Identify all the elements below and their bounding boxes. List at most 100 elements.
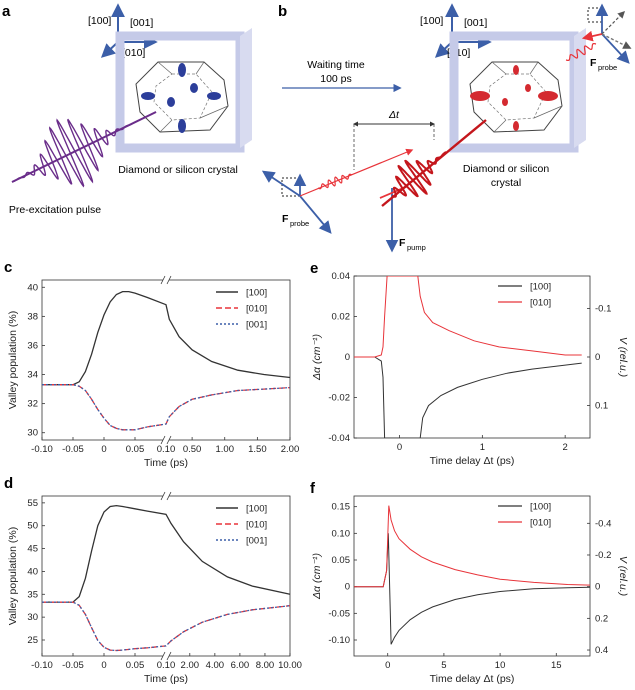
valley-icon: [190, 83, 198, 93]
valley-icon: [167, 97, 175, 107]
legend-entry: [010]: [530, 518, 551, 529]
dir-100-b: [100]: [420, 15, 443, 27]
valley-icon: [178, 63, 186, 77]
crystal-label-a: Diamond or silicon crystal: [118, 164, 238, 176]
series-line-0: [42, 504, 291, 603]
panel-c-label: c: [4, 259, 12, 276]
delay-label: Δt: [388, 109, 400, 121]
axis-break-mark: [160, 491, 166, 501]
x-tick-label: -0.10: [31, 444, 53, 455]
chart-panel-c: c -0.10 -0.05 0 0.05 0.10 0.50 1.00 1.50 2.00 30 32…: [4, 259, 299, 469]
y-tick-label: 30: [27, 612, 38, 623]
x-tick-label: 2.00: [281, 444, 300, 455]
brillouin-zone-a: [135, 61, 229, 133]
y-tick-label: 0: [345, 582, 350, 593]
y-tick-label: 0: [345, 352, 350, 363]
fpump-sub: pump: [407, 243, 426, 252]
y-tick-label: -0.10: [328, 635, 350, 646]
y-tick-label: 50: [27, 521, 38, 532]
y-tick-label: 45: [27, 544, 38, 555]
valley-icon: [207, 92, 221, 100]
chart-panel-d: d -0.10 -0.05 0 0.05 0.10 2.00 4.00 6.00 8.00 10.0…: [4, 475, 302, 685]
y-right-tick-label: -0.2: [595, 550, 611, 561]
series-line-2: [42, 384, 291, 431]
x-tick-label: 0: [397, 442, 402, 453]
fprobe-out-sub: probe: [598, 63, 617, 72]
panel-a: a [100] [001] [010] Diamond o: [2, 3, 252, 216]
y-tick-label: 0.04: [332, 271, 351, 282]
fpump-label: F: [399, 237, 406, 249]
x-tick-label: 2: [563, 442, 568, 453]
y-axis-label: Δα (cm⁻¹): [311, 553, 323, 600]
y-tick-label: 0.02: [332, 312, 351, 323]
valley-icon: [513, 121, 519, 131]
y-tick-label: 36: [27, 340, 38, 351]
x-tick-label: 0: [101, 444, 106, 455]
probe-out-vectors: F probe: [565, 3, 632, 72]
y-axis-label: Δα (cm⁻¹): [311, 334, 323, 381]
y-right-axis-label: V (rel.u.): [617, 556, 629, 596]
axis-break-gap: [163, 493, 169, 499]
x-tick-label: 0.05: [126, 444, 145, 455]
x-tick-label: 0.05: [126, 660, 145, 671]
axis-break-gap: [163, 277, 169, 283]
x-tick-label: 1.50: [248, 444, 267, 455]
y-tick-label: 0.10: [332, 528, 351, 539]
chart-panel-e: e 0 1 2 0.04 0.02 0 -0.02 -0.04 -0.1 0 0.1 Time dela…: [310, 260, 629, 467]
plot-frame: [353, 495, 591, 657]
plot-frame: [353, 275, 591, 439]
y-tick-label: -0.05: [328, 608, 350, 619]
legend-entry: [010]: [530, 298, 551, 309]
pulse-axis-icon: [11, 111, 157, 183]
brillouin-zone-b: [469, 61, 563, 133]
y-tick-label: 25: [27, 635, 38, 646]
series-line-0: [354, 356, 582, 438]
crystal-frame-a: [115, 28, 252, 153]
x-tick-label: -0.05: [62, 444, 84, 455]
panel-d-label: d: [4, 475, 13, 492]
series-line-0: [42, 290, 291, 386]
valley-icon: [141, 92, 155, 100]
delay-indicator: Δt: [353, 109, 435, 170]
x-axis-label: Time (ps): [144, 673, 188, 685]
fprobe-in-sub: probe: [290, 219, 309, 228]
y-right-tick-label: 0: [595, 582, 600, 593]
series-line-1: [354, 276, 582, 358]
x-axis-label: Time delay Δt (ps): [430, 673, 515, 685]
x-axis-label: Time (ps): [144, 457, 188, 469]
axis-break-mark: [166, 651, 172, 661]
panel-b: b Waiting time 100 ps [100] [001] [010]: [261, 3, 632, 253]
x-tick-label: 4.00: [206, 660, 225, 671]
axis-break-mark: [166, 435, 172, 445]
y-right-tick-label: 0: [595, 352, 600, 363]
panel-f-label: f: [310, 480, 316, 497]
y-tick-label: -0.04: [328, 433, 350, 444]
dir-001-a: [001]: [130, 17, 153, 29]
panel-b-label: b: [278, 3, 287, 20]
x-tick-label: 8.00: [256, 660, 275, 671]
valley-icon: [178, 119, 186, 133]
panel-a-label: a: [2, 3, 11, 20]
valley-icon: [513, 65, 519, 75]
x-tick-label: -0.10: [31, 660, 53, 671]
series-line-0: [354, 533, 590, 645]
legend-entry: [010]: [246, 304, 267, 315]
x-tick-label: 0.10: [157, 660, 176, 671]
legend-entry: [001]: [246, 320, 267, 331]
x-tick-label: 6.00: [231, 660, 250, 671]
axis-break-mark: [160, 435, 166, 445]
x-tick-label: 15: [551, 660, 562, 671]
x-tick-label: 0: [101, 660, 106, 671]
axis-break-mark: [160, 651, 166, 661]
fprobe-out-label: F: [590, 57, 597, 69]
x-tick-label: 10: [495, 660, 506, 671]
y-right-tick-label: 0.4: [595, 645, 608, 656]
valley-icon: [525, 84, 531, 92]
y-right-axis-label: V (rel.u.): [617, 337, 629, 377]
valley-icon: [502, 98, 508, 106]
panel-e-label: e: [310, 260, 318, 277]
dir-010-a: [010]: [122, 47, 145, 59]
y-tick-label: 38: [27, 311, 38, 322]
x-axis-label: Time delay Δt (ps): [430, 455, 515, 467]
series-line-2: [42, 601, 291, 652]
